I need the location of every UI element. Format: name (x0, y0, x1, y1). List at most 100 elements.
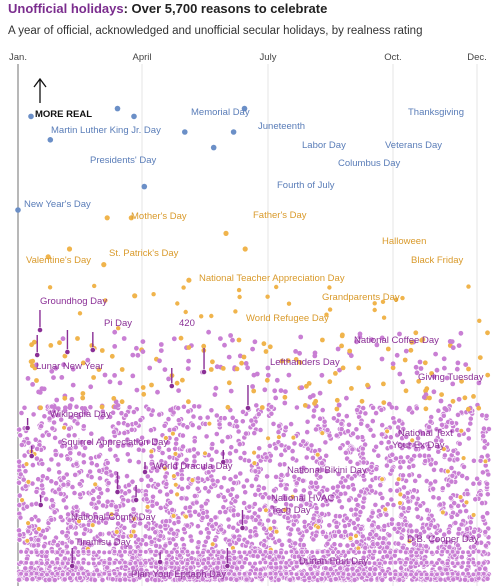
holiday-dot (394, 352, 400, 358)
label-squirrel: Squirrel Appreciation Day (61, 437, 168, 448)
unofficial-holiday-dot (16, 532, 23, 538)
unofficial-holiday-dot (448, 465, 455, 471)
official-holiday-dot (182, 129, 188, 135)
holiday-dot (141, 391, 147, 397)
unofficial-holiday-dot (326, 522, 333, 529)
unofficial-holiday-dot (34, 455, 40, 462)
unofficial-holiday-dot (173, 440, 179, 447)
unrated-holiday-dot (356, 571, 362, 578)
unofficial-holiday-dot (80, 452, 87, 459)
unofficial-holiday-dot (148, 453, 155, 460)
unofficial-holiday-dot (481, 438, 488, 445)
unrated-holiday-dot (268, 570, 274, 577)
acknowledged-holiday-dot (400, 295, 405, 301)
unofficial-holiday-dot (307, 566, 314, 572)
unrated-holiday-dot (418, 571, 425, 577)
unofficial-holiday-dot (308, 442, 315, 449)
holiday-dot (320, 337, 325, 343)
unofficial-holiday-dot (59, 529, 66, 536)
unofficial-holiday-dot (264, 473, 270, 480)
unrated-holiday-dot (361, 549, 367, 556)
unrated-holiday-dot (413, 560, 419, 566)
unofficial-holiday-dot (145, 406, 152, 413)
unofficial-holiday-dot (74, 420, 81, 427)
acknowledged-holiday-dot (379, 476, 385, 482)
holiday-dot (186, 399, 191, 405)
acknowledged-holiday-dot (482, 458, 489, 464)
acknowledged-holiday-dot (209, 313, 214, 319)
unofficial-holiday-dot (30, 411, 37, 418)
unofficial-holiday-dot (191, 438, 198, 445)
unofficial-holiday-dot (51, 419, 57, 426)
unofficial-holiday-dot (217, 509, 223, 516)
acknowledged-holiday-dot (199, 314, 204, 319)
highlighted-holiday-dot (157, 559, 163, 565)
unofficial-holiday-dot (482, 529, 489, 535)
unofficial-holiday-dot (20, 476, 27, 483)
holiday-dot (112, 329, 118, 335)
label-dbcooper: D.B. Cooper Day (407, 534, 479, 545)
acknowledged-holiday-dot (23, 461, 30, 467)
unrated-holiday-dot (299, 571, 305, 577)
unofficial-holiday-dot (310, 413, 317, 420)
unofficial-holiday-dot (287, 531, 293, 538)
unofficial-holiday-dot (318, 576, 325, 582)
unofficial-holiday-dot (202, 500, 209, 507)
unofficial-holiday-dot (88, 474, 95, 480)
acknowledged-holiday-dot (251, 450, 257, 456)
holiday-dot (313, 398, 319, 404)
unofficial-holiday-dot (337, 445, 344, 451)
unrated-holiday-dot (148, 548, 154, 555)
unofficial-holiday-dot (323, 452, 330, 459)
unofficial-holiday-dot (82, 526, 89, 533)
unrated-holiday-dot (75, 559, 81, 566)
highlighted-holiday-dot (64, 349, 71, 355)
unofficial-holiday-dot (22, 468, 29, 475)
unofficial-holiday-dot (457, 508, 464, 515)
unofficial-holiday-dot (153, 542, 159, 549)
official-labels: New Year's Day Martin Luther King Jr. Da… (24, 107, 464, 210)
unofficial-holiday-dot (61, 576, 68, 583)
unrated-holiday-dot (346, 571, 352, 578)
unofficial-holiday-dot (46, 466, 52, 473)
unofficial-holiday-dot (195, 539, 202, 546)
unrated-holiday-dot (335, 570, 341, 577)
unofficial-holiday-dot (467, 420, 474, 427)
unrated-holiday-dot (424, 571, 430, 578)
unrated-holiday-dot (101, 570, 107, 577)
unofficial-holiday-dot (391, 419, 398, 426)
acknowledged-holiday-dot (172, 451, 179, 457)
holiday-dot (463, 362, 469, 367)
acknowledged-holiday-dot (327, 285, 332, 290)
unrated-holiday-dot (44, 571, 50, 578)
unrated-holiday-dot (382, 559, 388, 566)
holiday-dot (344, 395, 349, 401)
unofficial-holiday-dot (54, 542, 61, 549)
holiday-dot (25, 376, 31, 381)
unrated-holiday-dot (434, 560, 440, 566)
unofficial-holiday-dot (22, 483, 29, 490)
unofficial-holiday-dot (270, 420, 277, 427)
unofficial-holiday-dot (155, 481, 161, 488)
unrated-holiday-dot (59, 548, 66, 555)
unrated-holiday-dot (330, 549, 336, 555)
unrated-holiday-dot (44, 560, 50, 566)
unofficial-holiday-dot (165, 446, 172, 453)
unofficial-holiday-dot (197, 415, 204, 421)
unofficial-holiday-dot (97, 475, 103, 482)
unofficial-holiday-dot (327, 566, 334, 572)
unrated-holiday-dot (325, 548, 331, 555)
unofficial-holiday-dot (168, 488, 174, 495)
unofficial-holiday-dot (208, 517, 214, 524)
acknowledged-holiday-dot (19, 497, 25, 503)
holiday-dot (336, 402, 342, 408)
unofficial-holiday-dot (336, 513, 343, 520)
unofficial-holiday-dot (221, 475, 228, 481)
unrated-holiday-dot (122, 559, 128, 566)
unofficial-holiday-dot (375, 524, 382, 531)
holiday-dot (201, 343, 207, 349)
unofficial-holiday-dot (439, 485, 446, 492)
unofficial-holiday-dot (470, 457, 477, 464)
unofficial-holiday-dot (279, 542, 285, 548)
unofficial-holiday-dot (144, 473, 151, 480)
